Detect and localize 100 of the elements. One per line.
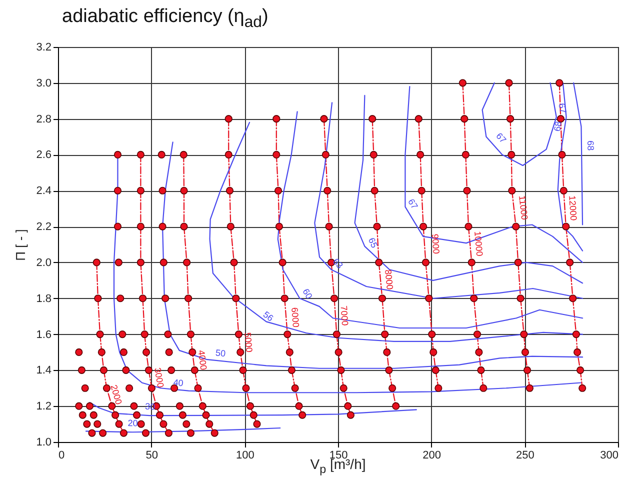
point [136, 222, 144, 230]
point [462, 150, 470, 159]
point [184, 294, 192, 302]
point [521, 348, 530, 356]
point [324, 186, 332, 194]
point [224, 150, 232, 159]
line-series [404, 86, 584, 264]
point [92, 258, 100, 266]
point [114, 222, 122, 230]
point [182, 420, 190, 428]
point [274, 186, 282, 194]
point [88, 429, 96, 437]
point [190, 366, 198, 374]
x-tick-label: 250 [516, 450, 534, 462]
point [130, 402, 138, 410]
annotation: 5000 [242, 332, 254, 353]
point [562, 222, 570, 230]
point [210, 429, 218, 437]
point [115, 420, 123, 428]
point [239, 366, 247, 374]
point [224, 115, 232, 123]
point [278, 258, 286, 266]
point [505, 79, 513, 87]
point [226, 186, 234, 194]
point [392, 402, 400, 410]
point [420, 222, 428, 230]
point [164, 330, 172, 338]
y-tick-label: 2.2 [36, 221, 52, 234]
point [388, 384, 396, 392]
point [272, 115, 280, 123]
y-tick-label: 1.2 [36, 400, 52, 413]
point [114, 186, 122, 194]
annotation: 20 [128, 418, 138, 428]
point [298, 411, 306, 419]
point [574, 348, 582, 356]
point [370, 186, 378, 194]
point [250, 411, 258, 419]
point [140, 330, 148, 338]
point [168, 366, 176, 374]
point [430, 348, 438, 356]
x-tick-label: 200 [422, 450, 442, 462]
point [78, 411, 86, 419]
point [284, 330, 292, 338]
y-tick-label: 2.0 [36, 256, 52, 269]
point [291, 384, 299, 392]
point [578, 384, 586, 392]
y-tick-label: 3.2 [36, 42, 52, 54]
point [322, 150, 330, 159]
point [158, 222, 166, 230]
point [120, 348, 128, 356]
point [236, 348, 244, 356]
point [100, 366, 108, 374]
point [148, 384, 156, 392]
point [572, 330, 580, 338]
annotation: 3000 [152, 366, 166, 388]
point [202, 411, 210, 419]
point [422, 258, 430, 266]
point [162, 294, 170, 302]
point [428, 330, 436, 338]
annotation: 7000 [338, 305, 350, 326]
point [142, 348, 150, 356]
point [414, 115, 422, 123]
annotation: 68 [552, 120, 564, 132]
point [120, 429, 128, 437]
point [253, 420, 261, 428]
point [434, 384, 442, 392]
point [275, 222, 283, 230]
point [432, 366, 440, 374]
point [280, 294, 288, 302]
y-tick-label: 2.4 [36, 185, 52, 198]
point [368, 115, 376, 123]
annotation: 65 [366, 236, 380, 250]
point [94, 294, 102, 302]
point [176, 402, 184, 410]
point [188, 348, 196, 356]
x-tick-label: 300 [600, 450, 618, 462]
point [102, 384, 111, 392]
point [512, 222, 520, 230]
point [180, 186, 188, 194]
annotation: 2000 [108, 384, 124, 406]
point [378, 294, 386, 302]
annotation: 56 [261, 309, 276, 324]
point [566, 258, 574, 266]
annotation: 11000 [517, 194, 530, 220]
point [75, 348, 83, 356]
annotation: 67 [406, 197, 420, 211]
point [346, 411, 354, 419]
point [508, 150, 516, 159]
point [473, 330, 482, 338]
point [242, 384, 250, 392]
point [325, 222, 333, 230]
point [186, 429, 195, 437]
annotation: 9000 [430, 234, 442, 254]
point [558, 150, 566, 159]
point [165, 348, 173, 356]
point [320, 115, 328, 123]
point [144, 366, 153, 374]
point [194, 384, 202, 392]
point [460, 115, 468, 123]
point [116, 294, 124, 302]
